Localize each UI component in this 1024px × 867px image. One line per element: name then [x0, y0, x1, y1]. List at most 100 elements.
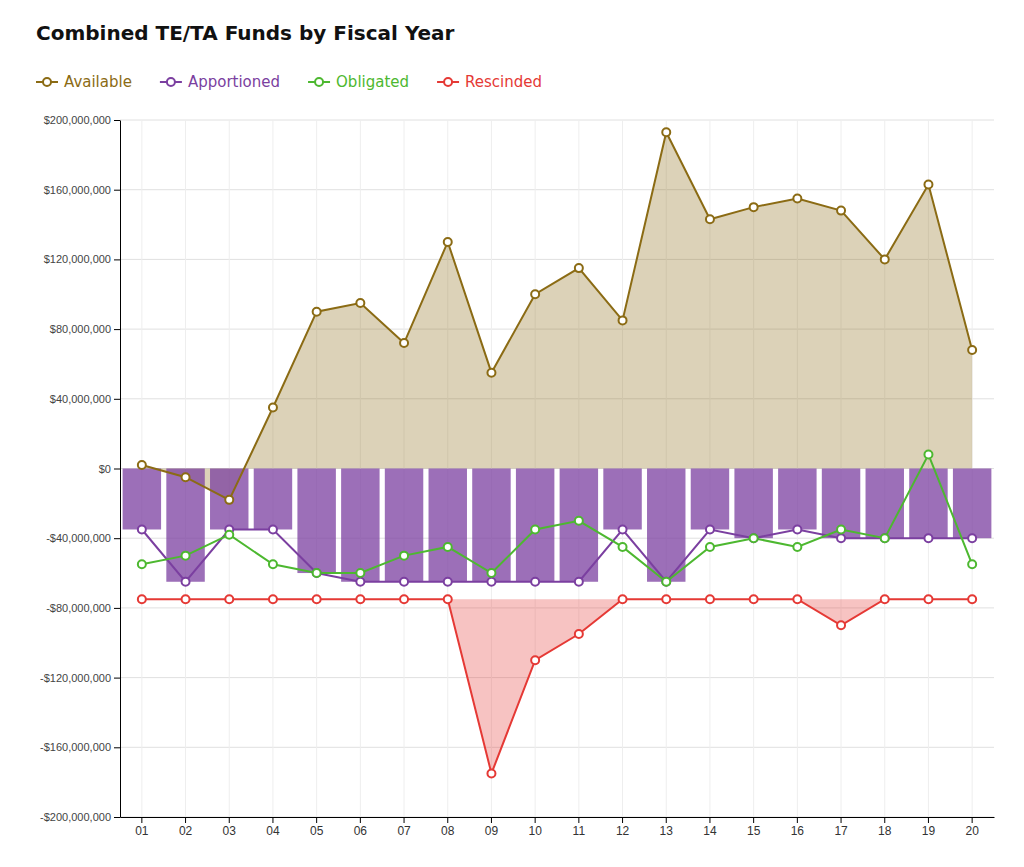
marker	[662, 578, 670, 586]
marker	[356, 569, 364, 577]
y-tick-mark	[114, 190, 120, 191]
x-tick-label: 02	[179, 824, 193, 838]
marker	[881, 534, 889, 542]
marker	[662, 128, 670, 136]
grid	[120, 120, 994, 817]
y-tick-label: $80,000,000	[50, 323, 111, 335]
marker	[269, 404, 277, 412]
legend-label: Rescinded	[465, 73, 542, 91]
x-tick: 01	[135, 817, 149, 838]
marker	[750, 534, 758, 542]
marker	[575, 517, 583, 525]
marker	[356, 578, 364, 586]
x-tick: 10	[528, 817, 542, 838]
y-tick: $0	[99, 463, 120, 475]
marker	[313, 569, 321, 577]
y-tick-label: -$160,000,000	[40, 741, 111, 753]
marker	[225, 531, 233, 539]
marker	[487, 569, 495, 577]
bar	[603, 469, 641, 530]
x-axis-line	[121, 817, 995, 818]
marker	[968, 595, 976, 603]
marker	[924, 451, 932, 459]
y-tick-label: -$80,000,000	[46, 602, 111, 614]
marker	[750, 534, 758, 542]
marker	[444, 595, 452, 603]
y-tick-mark	[114, 747, 120, 748]
line	[142, 132, 972, 500]
x-tick: 15	[747, 817, 761, 838]
x-tick-label: 06	[354, 824, 368, 838]
marker	[837, 534, 845, 542]
y-tick: $200,000,000	[44, 114, 120, 126]
y-tick-mark	[114, 120, 120, 121]
marker	[225, 496, 233, 504]
y-tick-mark	[114, 469, 120, 470]
x-tick-label: 04	[266, 824, 280, 838]
x-tick-label: 20	[965, 824, 979, 838]
marker	[182, 552, 190, 560]
marker	[968, 534, 976, 542]
y-tick: $80,000,000	[50, 323, 120, 335]
marker	[444, 543, 452, 551]
area	[142, 132, 972, 500]
marker	[662, 595, 670, 603]
grid-line-y	[120, 120, 994, 121]
marker	[313, 595, 321, 603]
line	[142, 599, 972, 773]
y-tick-mark	[114, 399, 120, 400]
x-tick-mark	[141, 817, 142, 823]
y-tick-label: -$40,000,000	[46, 532, 111, 544]
legend-item: Available	[36, 73, 132, 91]
legend-label: Apportioned	[188, 73, 280, 91]
x-tick-mark	[972, 817, 973, 823]
grid-line-y	[120, 817, 994, 818]
legend-label: Obligated	[336, 73, 409, 91]
x-tick-mark	[229, 817, 230, 823]
marker	[531, 578, 539, 586]
x-tick: 08	[441, 817, 455, 838]
marker	[968, 560, 976, 568]
marker	[400, 595, 408, 603]
y-tick: -$40,000,000	[46, 532, 120, 544]
marker	[400, 578, 408, 586]
y-axis-line	[120, 121, 121, 818]
x-tick: 16	[791, 817, 805, 838]
bar	[341, 469, 379, 582]
legend-item: Obligated	[308, 73, 409, 91]
legend-item: Rescinded	[437, 73, 542, 91]
x-tick-label: 11	[573, 824, 586, 838]
y-tick: $40,000,000	[50, 393, 120, 405]
marker	[706, 595, 714, 603]
x-tick-mark	[491, 817, 492, 823]
bar	[210, 469, 248, 530]
marker	[487, 769, 495, 777]
marker	[269, 525, 277, 533]
y-tick: $160,000,000	[44, 184, 120, 196]
marker	[619, 595, 627, 603]
y-tick-mark	[114, 259, 120, 260]
y-tick-label: -$200,000,000	[40, 811, 111, 823]
marker	[706, 543, 714, 551]
bar	[822, 469, 860, 539]
marker	[356, 595, 364, 603]
bar	[691, 469, 729, 530]
x-tick: 13	[660, 817, 674, 838]
marker	[313, 569, 321, 577]
x-tick-label: 19	[922, 824, 936, 838]
bar	[123, 469, 161, 530]
marker	[531, 525, 539, 533]
x-tick-label: 10	[528, 824, 542, 838]
y-axis: -$200,000,000 -$160,000,000 -$120,000,000 -…	[40, 114, 120, 823]
x-tick-mark	[360, 817, 361, 823]
x-tick-label: 15	[747, 824, 761, 838]
legend-swatch-marker	[167, 78, 175, 86]
y-tick: -$120,000,000	[40, 672, 120, 684]
x-tick-mark	[316, 817, 317, 823]
legend-label: Available	[64, 73, 132, 91]
x-tick-label: 07	[397, 824, 411, 838]
y-tick: $120,000,000	[44, 253, 120, 265]
x-axis: 0102030405060708091011121314151617181920	[121, 817, 995, 838]
marker	[269, 560, 277, 568]
marker	[881, 255, 889, 263]
